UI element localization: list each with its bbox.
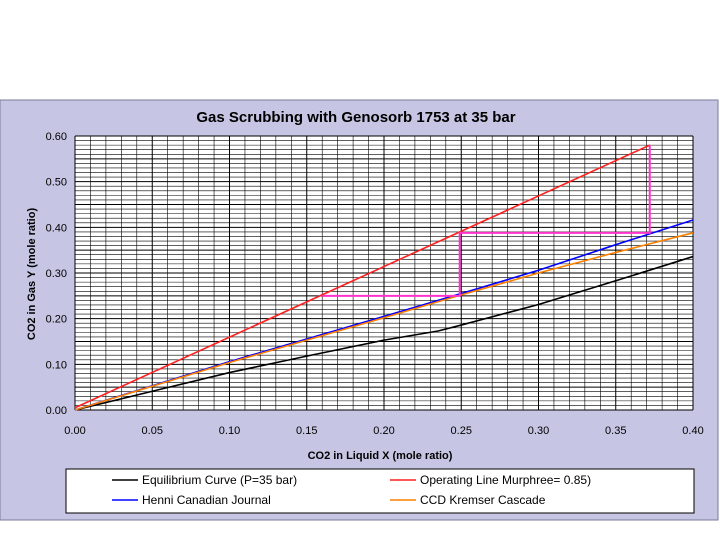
y-tick-label: 0.10 [46,359,67,371]
y-tick-label: 0.30 [46,268,67,280]
series-layer [74,144,694,411]
y-tick-label: 0.60 [46,131,67,143]
y-tick-label: 0.20 [46,314,67,326]
x-tick-label: 0.10 [219,425,240,437]
x-tick-label: 0.20 [373,425,394,437]
x-axis-title: CO2 in Liquid X (mole ratio) [308,450,453,462]
legend-label-operating-line: Operating Line Murphree= 0.85) [420,473,591,487]
series-line-operating-line-murphree-0-85 [74,144,651,409]
legend-entry-equilibrium: Equilibrium Curve (P=35 bar) [112,473,297,487]
x-tick-label: 0.25 [451,425,472,437]
x-tick-label: 0.35 [605,425,626,437]
major-gridlines [74,135,694,411]
stage-steps [322,145,651,297]
series-line-equilibrium-curve-p-35-bar [74,255,694,411]
y-tick-label: 0.50 [46,177,67,189]
chart-title: Gas Scrubbing with Genosorb 1753 at 35 b… [196,109,515,126]
x-tick-label: 0.40 [682,425,703,437]
x-tick-label: 0.00 [64,425,85,437]
y-tick-labels: 0.00 0.10 0.20 0.30 0.40 0.50 0.60 [46,131,67,417]
legend-entry-henni: Henni Canadian Journal [112,493,271,507]
legend-label-henni: Henni Canadian Journal [142,493,271,507]
x-tick-label: 0.05 [142,425,163,437]
legend-entry-kremser: CCD Kremser Cascade [390,493,546,507]
legend-label-equilibrium: Equilibrium Curve (P=35 bar) [142,473,297,487]
y-tick-label: 0.40 [46,222,67,234]
y-tick-label: 0.00 [46,405,67,417]
legend-box [65,468,695,514]
legend-entry-operating-line: Operating Line Murphree= 0.85) [390,473,591,487]
y-axis-title: CO2 in Gas Y (mole ratio) [26,208,38,341]
series-line-henni-canadian-journal [74,219,694,411]
x-tick-label: 0.15 [296,425,317,437]
legend-label-kremser: CCD Kremser Cascade [420,493,546,507]
x-tick-labels: 0.00 0.05 0.10 0.15 0.20 0.25 0.30 0.35 0.40 [64,425,703,437]
series-line-ccd-kremser-cascade [74,232,694,411]
x-tick-label: 0.30 [528,425,549,437]
